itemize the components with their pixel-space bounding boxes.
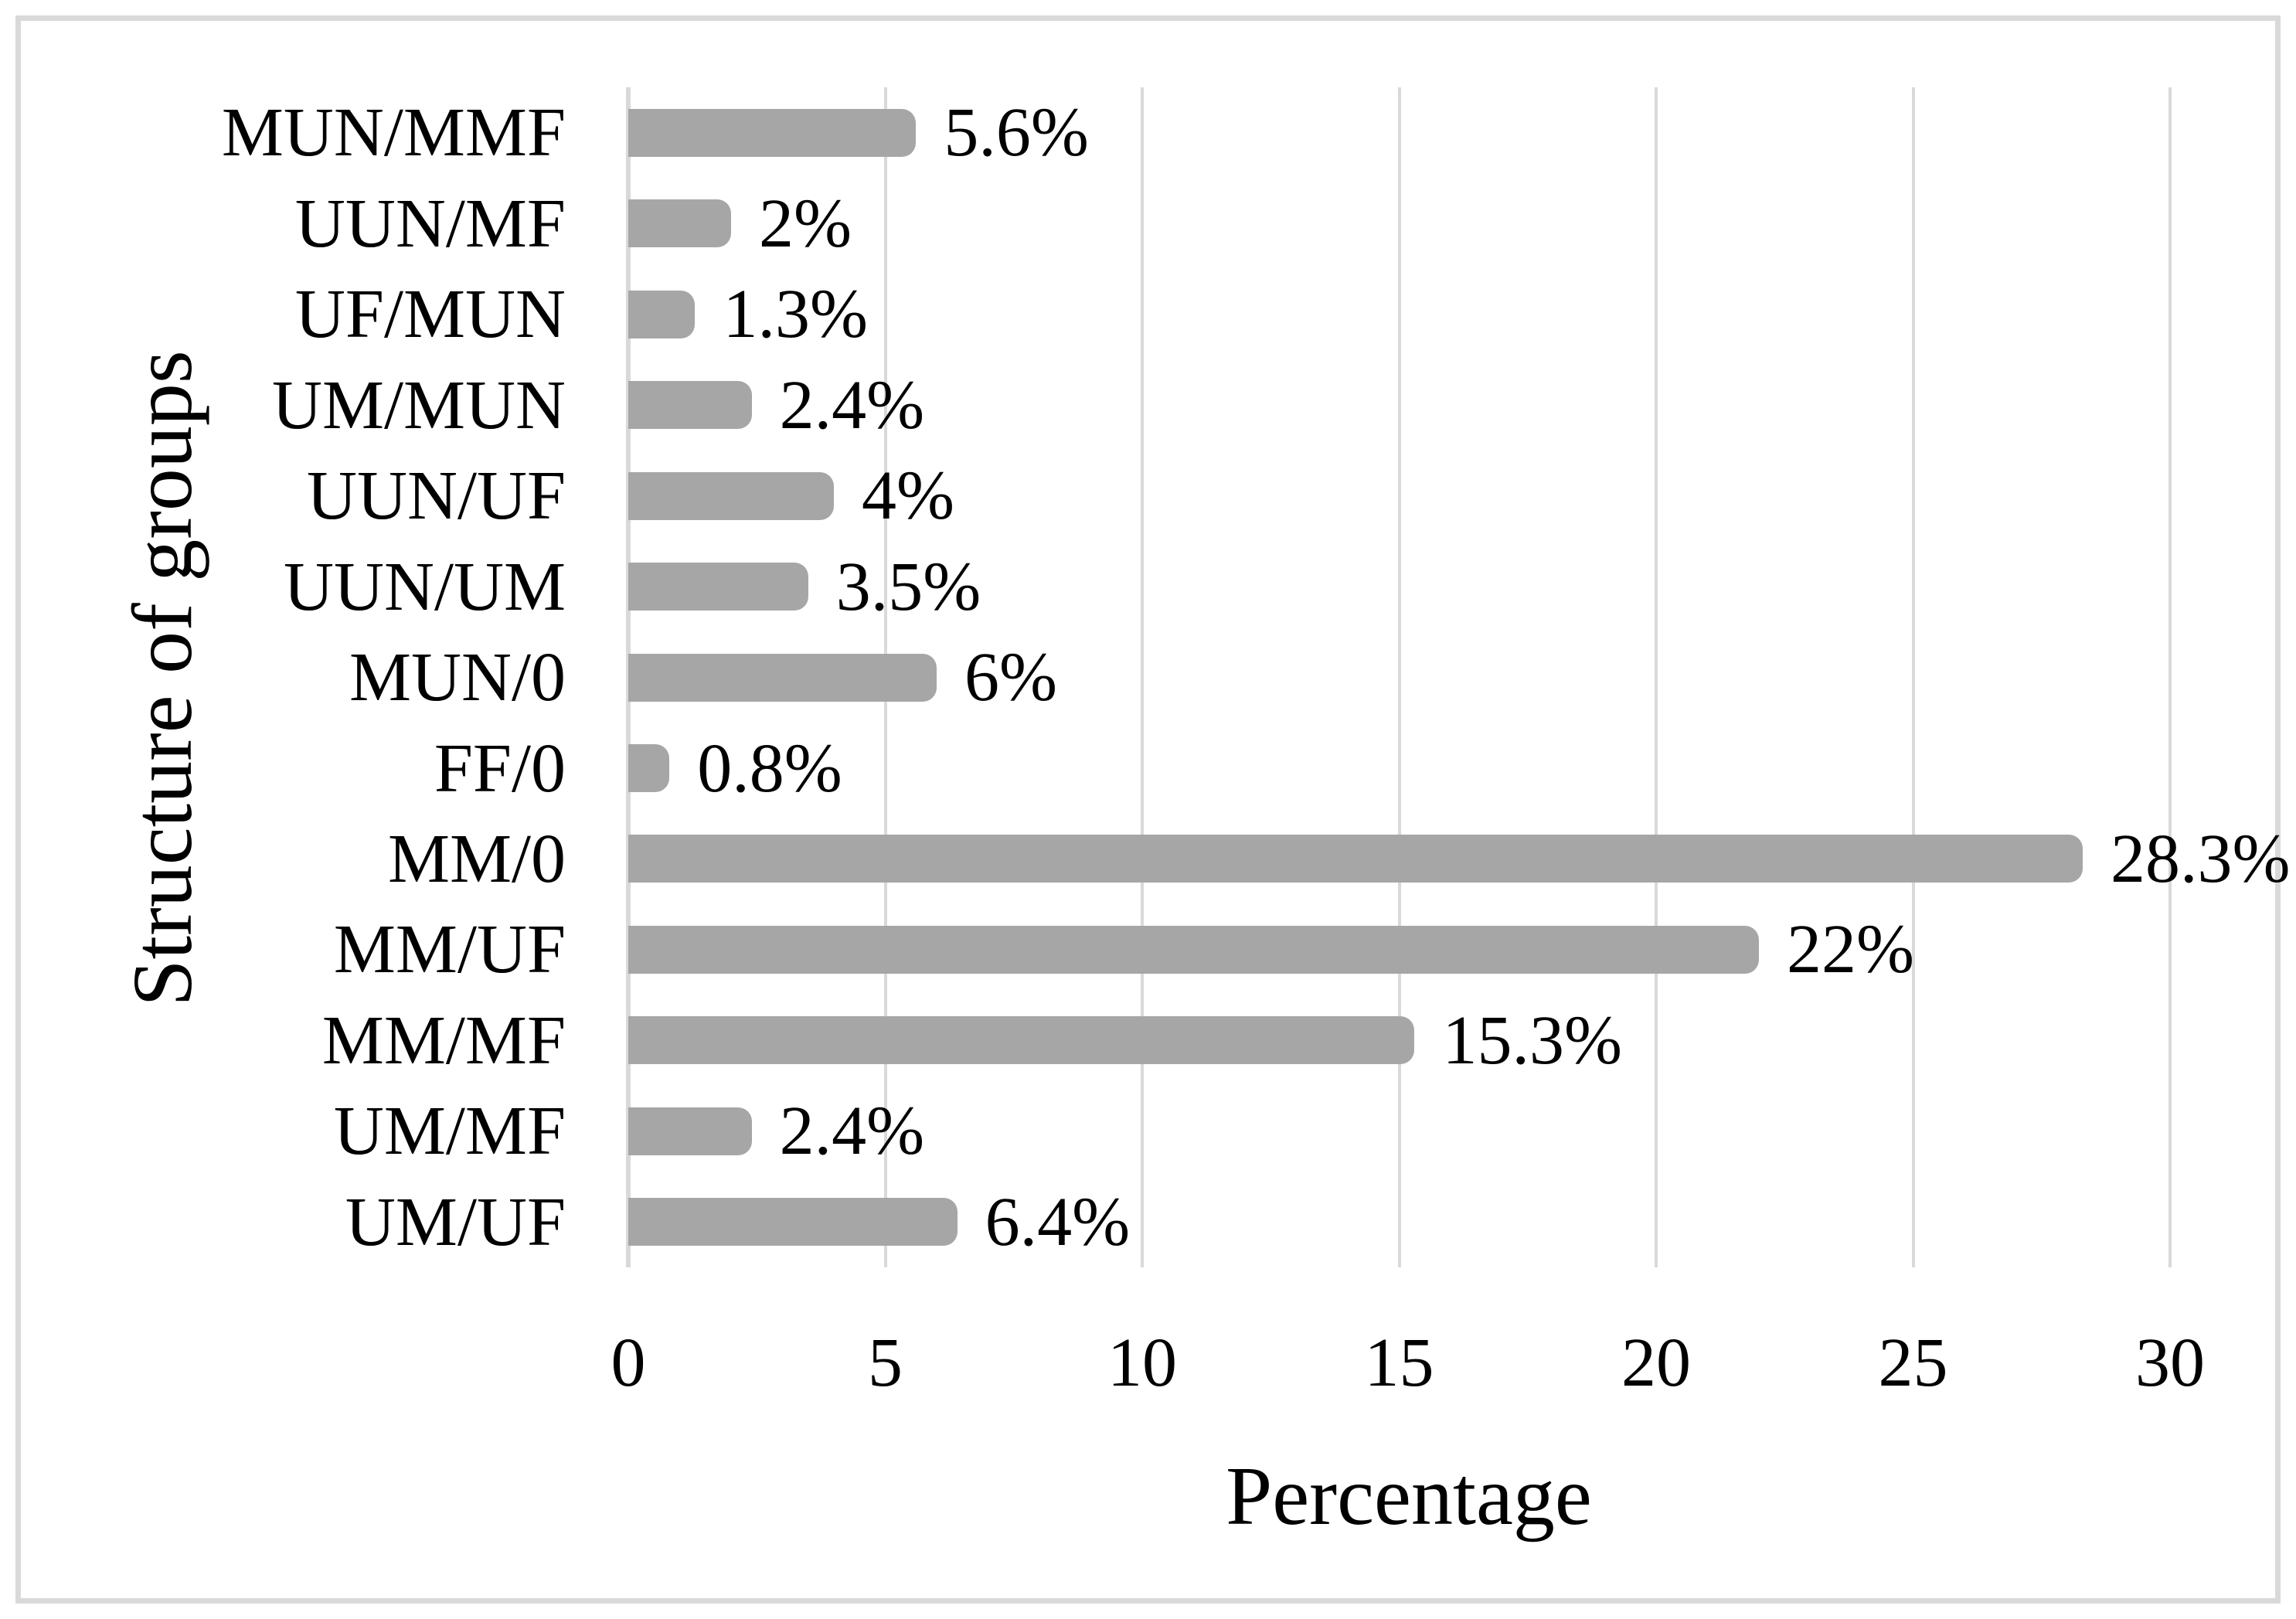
bar [628,653,937,702]
bar-row: FF/0 0.8% [0,723,2296,813]
gridline [1911,87,1915,1267]
bar-row: UUN/MF 2% [0,178,2296,268]
category-label: MUN/MMF [221,94,566,172]
value-label: 6.4% [985,1183,1131,1260]
category-label: UM/MUN [271,366,566,444]
value-label: 1.3% [723,276,868,353]
category-label: UUN/UM [283,548,566,625]
bar [628,1016,1415,1065]
bar [628,108,917,157]
bar-row: MM/MF 15.3% [0,995,2296,1086]
x-tick-label: 25 [1878,1325,1948,1401]
bar-row: UM/UF 6.4% [0,1177,2296,1267]
figure-border [15,15,2281,1604]
bar-row: MUN/MMF 5.6% [0,87,2296,178]
x-tick-label: 30 [2135,1325,2205,1401]
x-tick-label: 15 [1364,1325,1434,1401]
category-label: MM/MF [321,1002,566,1079]
value-label: 3.5% [835,548,981,625]
value-label: 4% [862,457,954,535]
x-tick-label: 5 [868,1325,903,1401]
bar-row: MM/UF 22% [0,904,2296,995]
value-label: 0.8% [697,730,842,807]
bar-row: UM/MF 2.4% [0,1086,2296,1176]
bar [628,563,808,611]
bar-row: UUN/UM 3.5% [0,541,2296,631]
value-label: 2% [759,185,852,262]
bar [628,1198,958,1247]
value-label: 15.3% [1442,1002,1622,1079]
bar [628,835,2083,883]
category-label: UF/MUN [294,276,566,353]
bar-row: MM/0 28.3% [0,814,2296,904]
category-label: UM/MF [333,1093,566,1170]
x-tick-label: 10 [1107,1325,1177,1401]
category-label: MM/UF [333,911,566,988]
bar [628,290,696,338]
bar [628,199,731,248]
x-axis-title: Percentage [1226,1451,1592,1542]
gridline [1141,87,1144,1267]
bar [628,381,752,430]
category-label: FF/0 [434,730,566,807]
bar [628,471,834,520]
category-label: UM/UF [345,1183,566,1260]
category-label: MM/0 [387,820,566,897]
gridline [1397,87,1401,1267]
bar [628,925,1759,974]
gridline [2168,87,2172,1267]
gridline [1655,87,1658,1267]
bar [628,744,670,793]
category-label: UUN/UF [306,457,566,535]
bar-row: UUN/UF 4% [0,451,2296,541]
value-label: 28.3% [2110,820,2291,897]
category-label: UUN/MF [294,185,566,262]
bar-row: MUN/0 6% [0,632,2296,723]
value-label: 6% [964,639,1057,716]
value-label: 22% [1787,911,1914,988]
value-label: 5.6% [944,94,1089,172]
x-tick-label: 20 [1621,1325,1691,1401]
y-axis-title: Structure of groups [115,350,209,1007]
value-label: 2.4% [779,366,925,444]
bar-row: UF/MUN 1.3% [0,269,2296,359]
x-tick-label: 0 [611,1325,646,1401]
value-label: 2.4% [779,1093,925,1170]
category-label: MUN/0 [349,639,566,716]
bar [628,1107,752,1155]
bar-rows: MUN/MMF 5.6% UUN/MF 2% UF/MUN 1.3% UM/MU… [0,87,2296,1267]
bar-row: UM/MUN 2.4% [0,359,2296,450]
